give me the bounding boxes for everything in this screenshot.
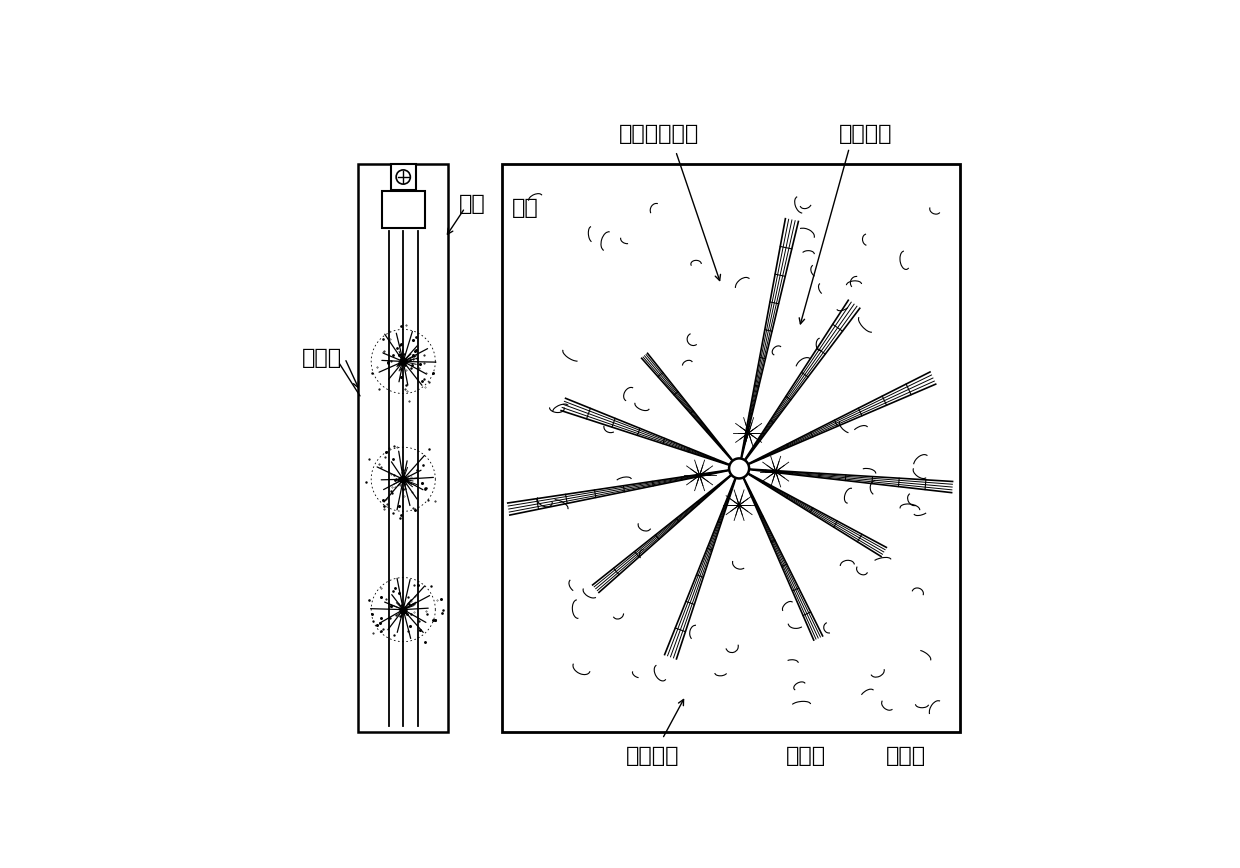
Text: 环向裂纹: 环向裂纹 xyxy=(839,124,893,144)
Bar xyxy=(502,164,960,733)
Text: 破碎区: 破碎区 xyxy=(887,746,926,766)
Circle shape xyxy=(396,170,410,184)
Text: 二氧化碳气体: 二氧化碳气体 xyxy=(619,124,699,144)
Text: 致裂管: 致裂管 xyxy=(303,348,342,368)
Circle shape xyxy=(729,458,749,478)
Bar xyxy=(358,164,449,733)
Text: 径向裂纹: 径向裂纹 xyxy=(625,746,680,766)
Text: 岩体: 岩体 xyxy=(512,198,538,218)
Bar xyxy=(391,164,415,190)
Text: 岩体: 岩体 xyxy=(459,194,485,214)
Bar xyxy=(382,191,425,227)
Text: 振动区: 振动区 xyxy=(786,746,826,766)
